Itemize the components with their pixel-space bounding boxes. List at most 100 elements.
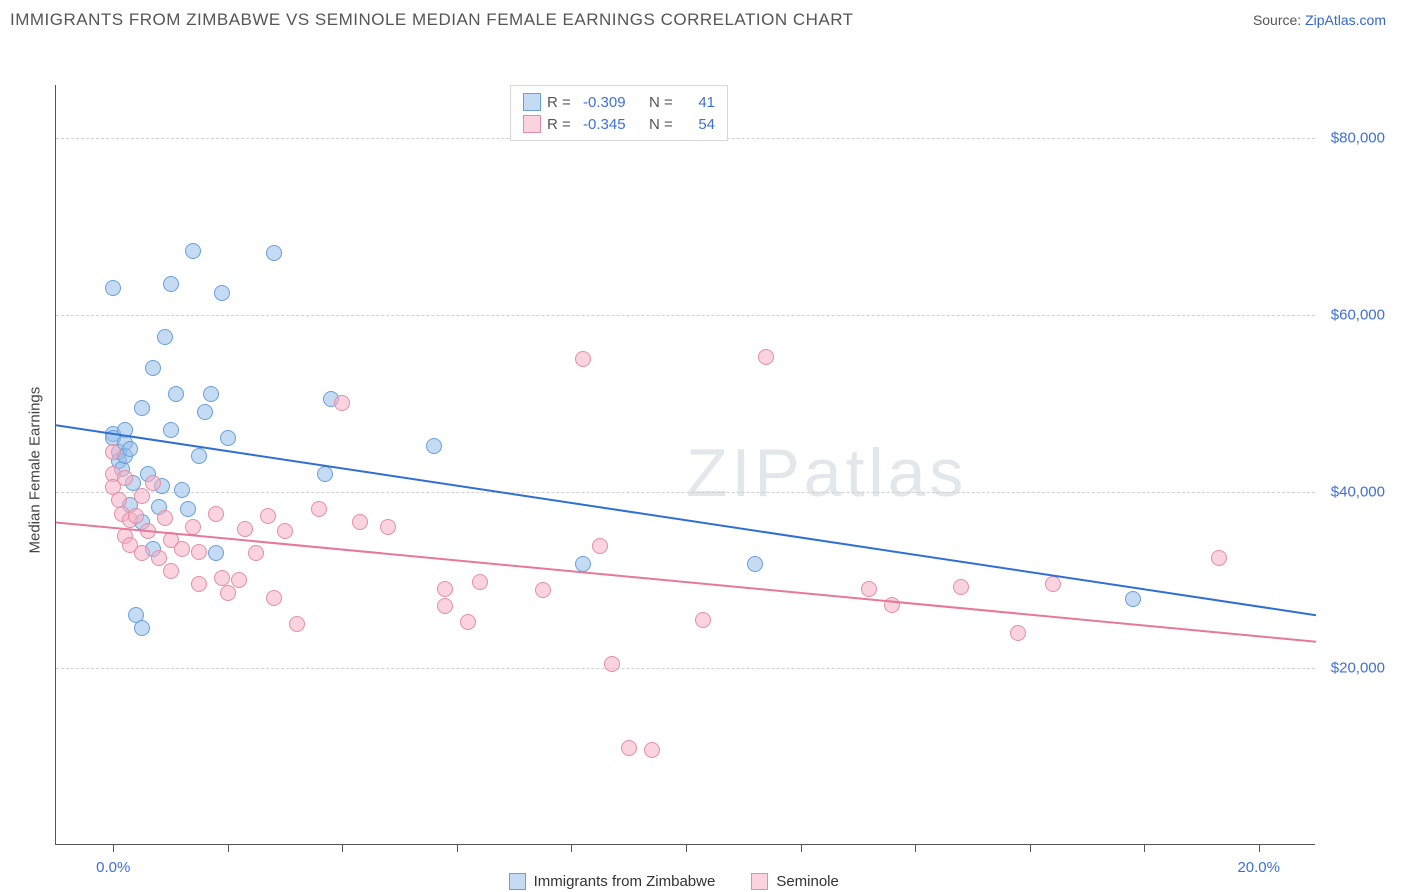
data-point-series-1 — [277, 523, 293, 539]
n-label: N = — [649, 94, 679, 111]
data-point-series-0 — [185, 243, 201, 259]
data-point-series-1 — [472, 574, 488, 590]
series-legend: Immigrants from Zimbabwe Seminole — [509, 873, 867, 890]
data-point-series-1 — [208, 506, 224, 522]
x-tick — [1144, 844, 1145, 852]
data-point-series-1 — [237, 521, 253, 537]
n-label: N = — [649, 116, 679, 133]
data-point-series-1 — [575, 351, 591, 367]
gridline-h — [56, 668, 1315, 669]
data-point-series-0 — [163, 422, 179, 438]
data-point-series-1 — [644, 742, 660, 758]
data-point-series-1 — [266, 590, 282, 606]
chart-title: IMMIGRANTS FROM ZIMBABWE VS SEMINOLE MED… — [10, 10, 854, 30]
legend-row: R =-0.309N =41 — [523, 91, 715, 113]
data-point-series-0 — [145, 360, 161, 376]
x-tick — [571, 844, 572, 852]
data-point-series-1 — [260, 508, 276, 524]
data-point-series-1 — [157, 510, 173, 526]
data-point-series-1 — [151, 550, 167, 566]
x-label-right: 20.0% — [1237, 859, 1280, 876]
data-point-series-1 — [380, 519, 396, 535]
data-point-series-1 — [437, 581, 453, 597]
data-point-series-1 — [352, 514, 368, 530]
data-point-series-0 — [426, 438, 442, 454]
data-point-series-0 — [105, 280, 121, 296]
r-label: R = — [547, 94, 577, 111]
data-point-series-1 — [231, 572, 247, 588]
data-point-series-0 — [575, 556, 591, 572]
x-tick — [457, 844, 458, 852]
data-point-series-1 — [134, 545, 150, 561]
data-point-series-0 — [134, 620, 150, 636]
data-point-series-1 — [191, 576, 207, 592]
data-point-series-0 — [220, 430, 236, 446]
data-point-series-1 — [437, 598, 453, 614]
gridline-h — [56, 315, 1315, 316]
data-point-series-0 — [180, 501, 196, 517]
data-point-series-1 — [220, 585, 236, 601]
trend-lines — [56, 85, 1316, 845]
source-attribution: Source: ZipAtlas.com — [1253, 12, 1386, 28]
data-point-series-0 — [174, 482, 190, 498]
data-point-series-1 — [592, 538, 608, 554]
y-tick-label: $80,000 — [1320, 130, 1385, 147]
legend-series-label: Immigrants from Zimbabwe — [534, 873, 716, 890]
data-point-series-0 — [266, 245, 282, 261]
data-point-series-1 — [604, 656, 620, 672]
chart-header: IMMIGRANTS FROM ZIMBABWE VS SEMINOLE MED… — [0, 0, 1406, 35]
x-label-left: 0.0% — [96, 859, 130, 876]
legend-row: R =-0.345N =54 — [523, 113, 715, 135]
x-tick — [915, 844, 916, 852]
data-point-series-1 — [145, 475, 161, 491]
data-point-series-1 — [248, 545, 264, 561]
data-point-series-1 — [953, 579, 969, 595]
data-point-series-0 — [747, 556, 763, 572]
watermark: ZIPatlas — [686, 434, 967, 512]
data-point-series-0 — [1125, 591, 1141, 607]
data-point-series-1 — [185, 519, 201, 535]
data-point-series-1 — [884, 597, 900, 613]
data-point-series-1 — [140, 523, 156, 539]
x-tick — [1030, 844, 1031, 852]
data-point-series-0 — [163, 276, 179, 292]
y-tick-label: $40,000 — [1320, 483, 1385, 500]
correlation-legend: R =-0.309N =41R =-0.345N =54 — [510, 85, 728, 141]
n-value: 54 — [685, 116, 715, 133]
data-point-series-1 — [105, 444, 121, 460]
data-point-series-1 — [289, 616, 305, 632]
data-point-series-1 — [535, 582, 551, 598]
data-point-series-1 — [695, 612, 711, 628]
source-link[interactable]: ZipAtlas.com — [1305, 12, 1386, 28]
data-point-series-1 — [758, 349, 774, 365]
x-tick — [1259, 844, 1260, 852]
legend-series-label: Seminole — [776, 873, 839, 890]
legend-swatch — [523, 115, 541, 133]
x-tick — [228, 844, 229, 852]
data-point-series-1 — [861, 581, 877, 597]
data-point-series-1 — [334, 395, 350, 411]
data-point-series-0 — [214, 285, 230, 301]
data-point-series-1 — [311, 501, 327, 517]
n-value: 41 — [685, 94, 715, 111]
data-point-series-0 — [317, 466, 333, 482]
data-point-series-1 — [1045, 576, 1061, 592]
data-point-series-0 — [134, 400, 150, 416]
data-point-series-1 — [134, 488, 150, 504]
x-tick — [801, 844, 802, 852]
data-point-series-0 — [122, 441, 138, 457]
r-value: -0.345 — [583, 116, 643, 133]
data-point-series-1 — [191, 544, 207, 560]
data-point-series-1 — [460, 614, 476, 630]
gridline-h — [56, 492, 1315, 493]
data-point-series-0 — [157, 329, 173, 345]
legend-swatch — [751, 873, 768, 890]
data-point-series-1 — [1211, 550, 1227, 566]
data-point-series-0 — [168, 386, 184, 402]
data-point-series-1 — [128, 508, 144, 524]
source-label: Source: — [1253, 12, 1305, 28]
data-point-series-0 — [208, 545, 224, 561]
data-point-series-0 — [197, 404, 213, 420]
data-point-series-1 — [1010, 625, 1026, 641]
y-axis-title: Median Female Earnings — [27, 374, 44, 554]
